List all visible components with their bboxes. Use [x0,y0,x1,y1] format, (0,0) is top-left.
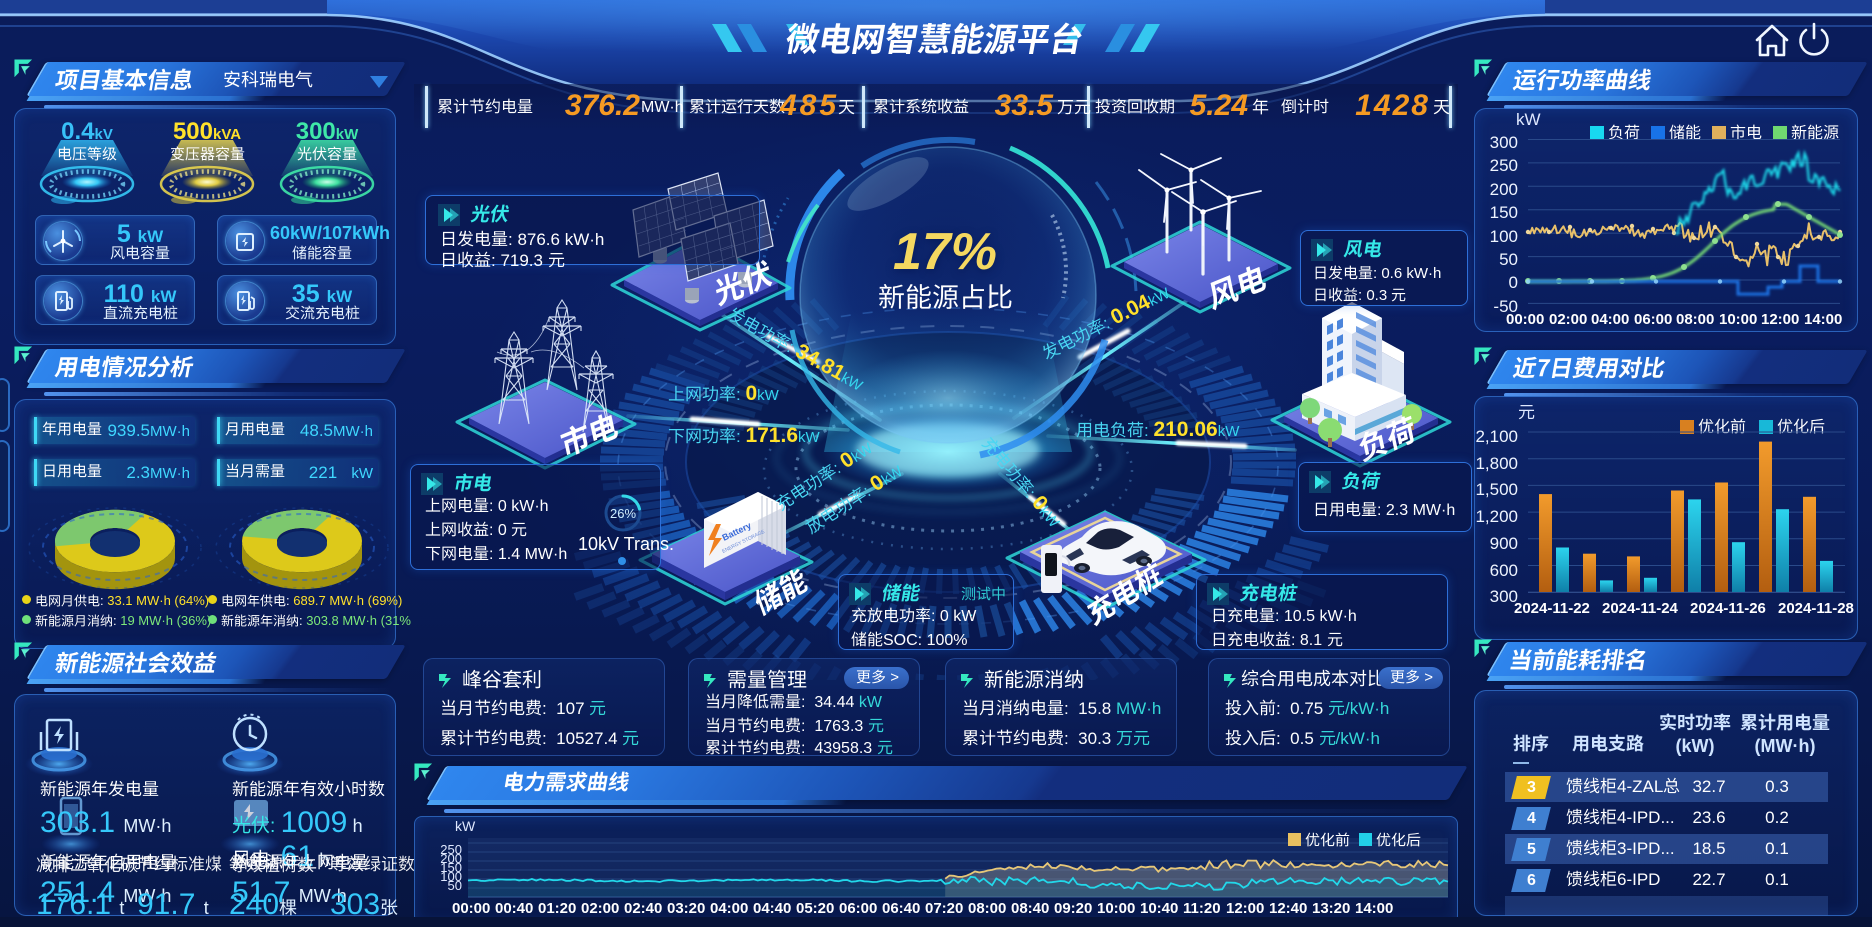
svg-text:26%: 26% [610,506,636,521]
